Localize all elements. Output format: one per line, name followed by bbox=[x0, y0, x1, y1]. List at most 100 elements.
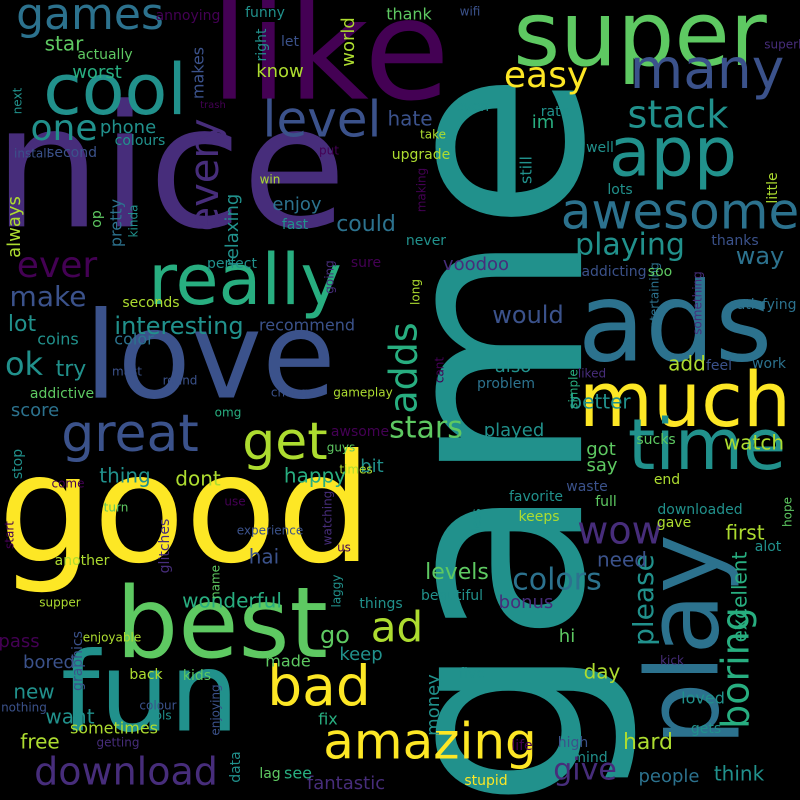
word-makes: makes bbox=[189, 47, 208, 99]
word-sure: sure bbox=[351, 255, 381, 271]
word-super: super bbox=[513, 0, 766, 87]
word-thanks: thanks bbox=[711, 233, 758, 249]
word-soo: soo bbox=[648, 264, 672, 280]
word-stupid: stupid bbox=[464, 773, 507, 789]
word-times: times bbox=[339, 463, 372, 477]
word-levels: levels bbox=[425, 560, 489, 585]
word-game: game bbox=[341, 71, 643, 800]
word-always: always bbox=[4, 196, 25, 258]
word-get: get bbox=[242, 412, 327, 472]
word-going: going bbox=[323, 260, 337, 294]
word-money: money bbox=[423, 674, 444, 736]
word-superb: superb bbox=[764, 38, 800, 52]
word-cool: cool bbox=[43, 49, 187, 131]
word-mast: mast bbox=[112, 365, 142, 379]
word-love: love bbox=[84, 288, 336, 427]
word-turn: turn bbox=[104, 501, 129, 515]
word-bad: bad bbox=[267, 654, 371, 718]
word-pretty: pretty bbox=[107, 199, 126, 247]
word-say: say bbox=[586, 455, 617, 476]
word-great: great bbox=[61, 404, 199, 464]
word-ok: ok bbox=[5, 345, 44, 383]
word-im: im bbox=[532, 112, 555, 133]
word-wow: wow bbox=[577, 509, 662, 553]
word-full: full bbox=[595, 494, 617, 510]
word-also: also bbox=[495, 356, 531, 377]
word-simple: simple bbox=[567, 369, 581, 409]
word-could: could bbox=[336, 212, 396, 237]
word-worst: worst bbox=[72, 62, 122, 83]
word-relaxing: relaxing bbox=[222, 194, 243, 267]
word-think: think bbox=[714, 762, 765, 786]
word-let: let bbox=[281, 34, 300, 50]
word-go: go bbox=[320, 621, 350, 649]
word-awesome: awesome bbox=[561, 183, 799, 241]
word-even: even bbox=[455, 99, 489, 115]
word-still: still bbox=[517, 156, 536, 184]
word-kids: kids bbox=[183, 668, 211, 684]
word-hope: hope bbox=[781, 497, 795, 527]
word-fix: fix bbox=[318, 710, 338, 729]
word-ever: ever bbox=[17, 245, 98, 286]
word-little: little bbox=[765, 172, 781, 203]
word-gets: gets bbox=[691, 721, 721, 737]
word-better: better bbox=[569, 390, 631, 414]
word-stars: stars bbox=[389, 411, 463, 446]
word-pls: pls bbox=[154, 709, 171, 723]
word-star: star bbox=[45, 32, 85, 56]
word-colour: colour bbox=[139, 699, 176, 713]
word-experience: experience bbox=[237, 524, 304, 538]
word-annoying: annoying bbox=[156, 8, 221, 24]
word-thing: thing bbox=[99, 464, 150, 488]
word-omg: omg bbox=[215, 406, 242, 420]
word-people: people bbox=[638, 766, 699, 787]
word-much: much bbox=[579, 355, 791, 444]
word-getting: getting bbox=[97, 736, 140, 750]
word-add: add bbox=[668, 352, 706, 376]
word-actually: actually bbox=[77, 47, 132, 63]
word-enjoy: enjoy bbox=[272, 194, 321, 215]
word-ad: ad bbox=[371, 603, 423, 652]
word-fun: fun bbox=[61, 628, 239, 756]
word-supper: supper bbox=[39, 596, 80, 610]
word-come: come bbox=[51, 477, 84, 491]
word-way: way bbox=[736, 242, 785, 270]
word-want: want bbox=[45, 705, 94, 729]
word-see: see bbox=[284, 764, 312, 783]
word-start: start bbox=[3, 521, 17, 549]
word-beautiful: beautiful bbox=[421, 588, 483, 604]
word-colours: colours bbox=[115, 133, 166, 149]
word-something: something bbox=[691, 271, 705, 335]
word-gameplay: gameplay bbox=[333, 386, 392, 400]
word-enjoyable: enjoyable bbox=[83, 631, 141, 645]
word-take: take bbox=[420, 128, 446, 142]
word-day: day bbox=[584, 660, 621, 684]
word-sucks: sucks bbox=[636, 432, 675, 448]
word-well: well bbox=[586, 140, 614, 156]
word-colors: colors bbox=[512, 563, 602, 598]
word-fast: fast bbox=[282, 217, 309, 233]
word-keep: keep bbox=[339, 644, 382, 665]
word-excellent: excellent bbox=[728, 552, 752, 643]
word-change: change bbox=[271, 386, 315, 400]
word-made: made bbox=[265, 652, 310, 671]
word-perfect: perfect bbox=[207, 256, 257, 272]
word-play: play bbox=[624, 534, 741, 746]
word-coins: coins bbox=[37, 330, 79, 349]
word-data: data bbox=[228, 751, 244, 783]
word-give: give bbox=[553, 753, 617, 788]
word-life: life bbox=[511, 738, 532, 754]
word-wonderful: wonderful bbox=[182, 589, 282, 613]
word-glitches: glitches bbox=[157, 519, 173, 574]
word-hate: hate bbox=[387, 107, 432, 131]
word-sometimes: sometimes bbox=[70, 719, 158, 738]
word-pass: pass bbox=[0, 631, 40, 652]
word-happy: happy bbox=[284, 464, 346, 488]
word-waste: waste bbox=[566, 479, 607, 495]
word-lots: lots bbox=[607, 182, 632, 198]
word-voodoo: voodoo bbox=[443, 254, 509, 275]
word-round: round bbox=[163, 374, 198, 388]
word-thank: thank bbox=[386, 5, 432, 24]
word-never: never bbox=[406, 233, 446, 249]
